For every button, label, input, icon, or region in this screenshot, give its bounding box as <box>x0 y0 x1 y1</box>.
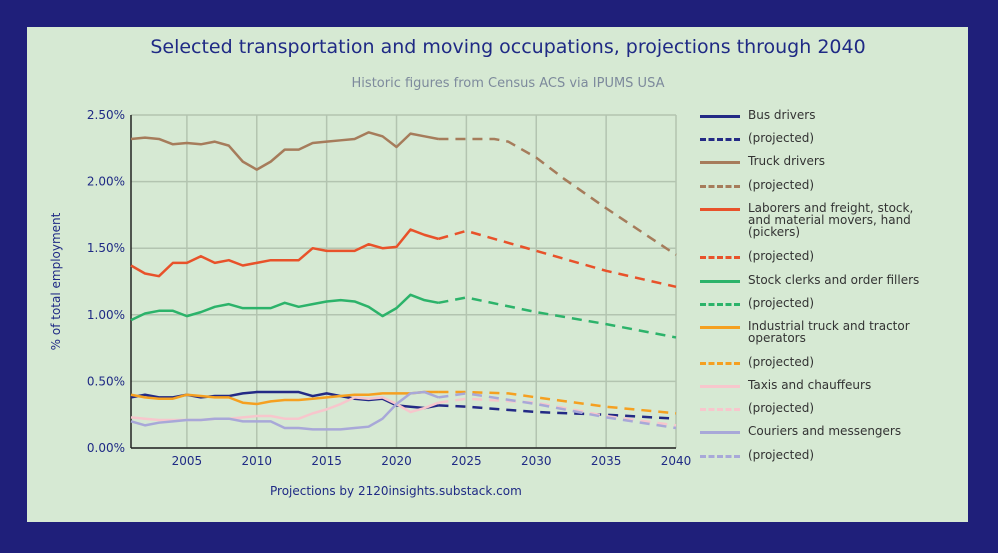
legend-swatch <box>700 431 740 434</box>
legend-label: (projected) <box>748 355 815 369</box>
legend-label: Industrial truck and tractor operators <box>748 319 910 345</box>
x-tick-label: 2040 <box>661 454 692 468</box>
legend-label: Laborers and freight, stock, and materia… <box>748 201 914 239</box>
y-tick-label: 0.00% <box>87 441 125 455</box>
legend-label: Couriers and messengers <box>748 424 902 438</box>
legend-label: (projected) <box>748 249 815 263</box>
legend-label: (projected) <box>748 178 815 192</box>
projected-line-bus-drivers <box>438 404 677 420</box>
chart-panel <box>27 27 968 522</box>
legend-label: (projected) <box>748 131 815 145</box>
legend-swatch <box>700 161 740 164</box>
series-line-industrial-truck-and-tractor-operators <box>130 390 439 406</box>
legend-item-projected-stock-clerks-and-order-fillers: (projected) <box>700 296 938 309</box>
series-line-truck-drivers <box>130 131 439 171</box>
legend-swatch <box>700 138 740 141</box>
legend-label: (projected) <box>748 401 815 415</box>
x-tick-label: 2020 <box>381 454 412 468</box>
chart-footer: Projections by 2120insights.substack.com <box>270 484 522 498</box>
legend-item-projected-bus-drivers: (projected) <box>700 131 938 144</box>
legend-swatch <box>700 208 740 211</box>
legend-swatch <box>700 362 740 365</box>
y-tick-label: 1.50% <box>87 241 125 255</box>
x-tick-label: 2030 <box>521 454 552 468</box>
legend-label: (projected) <box>748 296 815 310</box>
legend-label: Truck drivers <box>748 154 826 168</box>
x-tick-label: 2010 <box>241 454 272 468</box>
projected-line-industrial-truck-and-tractor-operators <box>438 390 677 415</box>
x-tick-label: 2025 <box>451 454 482 468</box>
series-line-couriers-and-messengers <box>130 390 439 431</box>
legend-item-projected-couriers-and-messengers: (projected) <box>700 448 938 461</box>
legend-label: Taxis and chauffeurs <box>748 378 872 392</box>
legend-item-projected-industrial-truck-and-tractor-operators: (projected) <box>700 355 938 368</box>
legend-swatch <box>700 408 740 411</box>
y-tick-label: 0.50% <box>87 374 125 388</box>
legend-item-industrial-truck-and-tractor-operators: Industrial truck and tractor operators <box>700 319 938 344</box>
y-tick-label: 2.00% <box>87 175 125 189</box>
legend-item-projected-truck-drivers: (projected) <box>700 178 938 191</box>
x-tick-label: 2015 <box>311 454 342 468</box>
legend-swatch <box>700 185 740 188</box>
legend-item-couriers-and-messengers: Couriers and messengers <box>700 424 938 437</box>
projected-line-laborers-and-freight-stock-and-material-movers-hand-pickers <box>438 229 677 289</box>
legend-item-stock-clerks-and-order-fillers: Stock clerks and order fillers <box>700 273 938 286</box>
legend-swatch <box>700 256 740 259</box>
legend-item-truck-drivers: Truck drivers <box>700 154 938 167</box>
legend-item-projected-taxis-and-chauffeurs: (projected) <box>700 401 938 414</box>
legend-label: (projected) <box>748 448 815 462</box>
legend-swatch <box>700 385 740 388</box>
legend-item-laborers-and-freight-stock-and-material-movers-hand-pickers: Laborers and freight, stock, and materia… <box>700 201 938 238</box>
legend-swatch <box>700 326 740 329</box>
y-tick-label: 2.50% <box>87 108 125 122</box>
legend-item-projected-laborers-and-freight-stock-and-material-movers-hand-pickers: (projected) <box>700 249 938 262</box>
legend-item-taxis-and-chauffeurs: Taxis and chauffeurs <box>700 378 938 391</box>
legend-label: Stock clerks and order fillers <box>748 273 920 287</box>
legend-swatch <box>700 455 740 458</box>
y-axis-label: % of total employment <box>49 212 63 350</box>
series-line-laborers-and-freight-stock-and-material-movers-hand-pickers <box>130 228 439 278</box>
chart-title: Selected transportation and moving occup… <box>150 36 866 58</box>
y-tick-label: 1.00% <box>87 308 125 322</box>
projected-line-couriers-and-messengers <box>438 392 677 430</box>
chart-subtitle: Historic figures from Census ACS via IPU… <box>351 76 665 91</box>
legend-item-bus-drivers: Bus drivers <box>700 108 938 121</box>
legend-label: Bus drivers <box>748 108 816 122</box>
x-tick-label: 2035 <box>591 454 622 468</box>
legend-swatch <box>700 115 740 118</box>
projected-line-taxis-and-chauffeurs <box>438 397 677 427</box>
legend-swatch <box>700 303 740 306</box>
projected-line-stock-clerks-and-order-fillers <box>438 296 677 339</box>
series-line-stock-clerks-and-order-fillers <box>130 293 439 322</box>
legend-swatch <box>700 280 740 283</box>
x-tick-label: 2005 <box>172 454 203 468</box>
projected-line-truck-drivers <box>438 137 677 256</box>
